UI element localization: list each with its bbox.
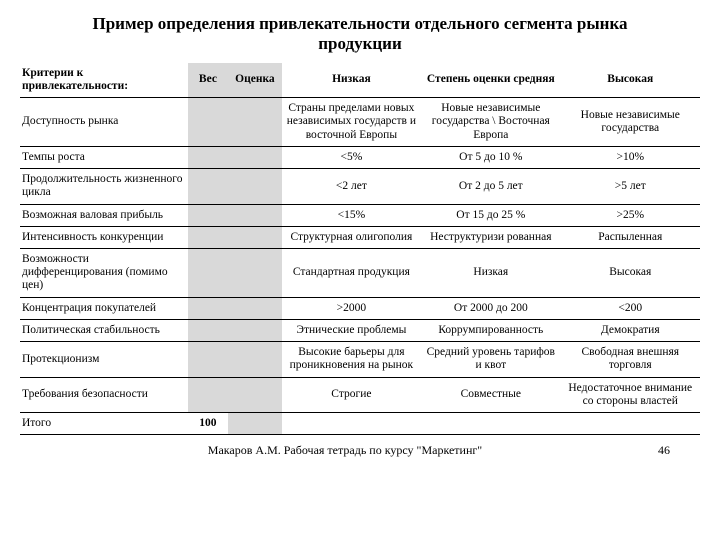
cell-mid: От 5 до 10 % [421,146,560,168]
cell-mid: От 15 до 25 % [421,204,560,226]
cell-low: Высокие барьеры для проникновения на рын… [282,342,421,377]
cell-criteria: Продолжительность жизненного цикла [20,169,188,204]
table-row: Возможности дифференцирования (помимо це… [20,248,700,297]
cell-ves [188,319,228,341]
cell-low: Этнические проблемы [282,319,421,341]
table-row: Доступность рынка Страны пределами новых … [20,98,700,147]
cell-mid: Неструктуризи рованная [421,226,560,248]
page-title: Пример определения привлекательности отд… [80,14,640,55]
cell-mid: Новые независимые государства \ Восточна… [421,98,560,147]
cell-high: >10% [561,146,700,168]
cell-mid: Совместные [421,377,560,412]
header-low: Низкая [282,63,421,98]
cell-low: Строгие [282,377,421,412]
cell-criteria: Возможности дифференцирования (помимо це… [20,248,188,297]
cell-ves [188,169,228,204]
footer: Макаров А.М. Рабочая тетрадь по курсу "М… [20,443,700,458]
cell-ocenka [228,297,282,319]
cell-criteria: Протекционизм [20,342,188,377]
cell-high: Свободная внешняя торговля [561,342,700,377]
cell-mid: Низкая [421,248,560,297]
cell-ocenka [228,98,282,147]
header-ocenka: Оценка [228,63,282,98]
cell-criteria: Интенсивность конкуренции [20,226,188,248]
cell-ocenka [228,377,282,412]
table-row: Политическая стабильность Этнические проб… [20,319,700,341]
cell-criteria: Концентрация покупателей [20,297,188,319]
criteria-table: Критерии к привлекательности: Вес Оценка… [20,63,700,435]
cell-high: Новые независимые государства [561,98,700,147]
cell-ocenka [228,319,282,341]
cell-low: >2000 [282,297,421,319]
cell-low: <5% [282,146,421,168]
cell-ocenka [228,226,282,248]
cell-mid: От 2 до 5 лет [421,169,560,204]
cell-high: >5 лет [561,169,700,204]
cell-high: Распыленная [561,226,700,248]
cell-high: Демократия [561,319,700,341]
total-ves: 100 [188,412,228,434]
cell-ves [188,248,228,297]
cell-criteria: Возможная валовая прибыль [20,204,188,226]
page-number: 46 [508,443,701,458]
cell-ocenka [228,342,282,377]
header-mid: Степень оценки средняя [421,63,560,98]
header-criteria: Критерии к привлекательности: [20,63,188,98]
cell-mid: Средний уровень тарифов и квот [421,342,560,377]
table-row: Продолжительность жизненного цикла <2 лет… [20,169,700,204]
cell-criteria: Требования безопасности [20,377,188,412]
total-ocenka [228,412,282,434]
header-high: Высокая [561,63,700,98]
footer-text: Макаров А.М. Рабочая тетрадь по курсу "М… [183,443,508,458]
cell-ocenka [228,248,282,297]
table-row: Концентрация покупателей >2000От 2000 до … [20,297,700,319]
cell-low: <2 лет [282,169,421,204]
table-row: Требования безопасности СтрогиеСовместные… [20,377,700,412]
cell-ves [188,297,228,319]
total-low [282,412,421,434]
total-mid [421,412,560,434]
cell-high: >25% [561,204,700,226]
cell-ves [188,146,228,168]
cell-mid: Коррумпированность [421,319,560,341]
cell-ves [188,98,228,147]
cell-low: Страны пределами новых независимых госуд… [282,98,421,147]
table-row: Возможная валовая прибыль <15%От 15 до 25… [20,204,700,226]
cell-ves [188,226,228,248]
total-label: Итого [20,412,188,434]
cell-high: <200 [561,297,700,319]
total-high [561,412,700,434]
cell-criteria: Политическая стабильность [20,319,188,341]
header-ves: Вес [188,63,228,98]
total-row: Итого100 [20,412,700,434]
cell-high: Недостаточное внимание со стороны власте… [561,377,700,412]
cell-ves [188,204,228,226]
table-row: Интенсивность конкуренции Структурная оли… [20,226,700,248]
cell-ocenka [228,204,282,226]
cell-high: Высокая [561,248,700,297]
cell-criteria: Доступность рынка [20,98,188,147]
table-row: Протекционизм Высокие барьеры для проникн… [20,342,700,377]
cell-ves [188,377,228,412]
cell-criteria: Темпы роста [20,146,188,168]
cell-low: Стандартная продукция [282,248,421,297]
cell-mid: От 2000 до 200 [421,297,560,319]
cell-low: <15% [282,204,421,226]
cell-ves [188,342,228,377]
table-row: Темпы роста <5%От 5 до 10 %>10% [20,146,700,168]
cell-ocenka [228,146,282,168]
cell-ocenka [228,169,282,204]
cell-low: Структурная олигополия [282,226,421,248]
